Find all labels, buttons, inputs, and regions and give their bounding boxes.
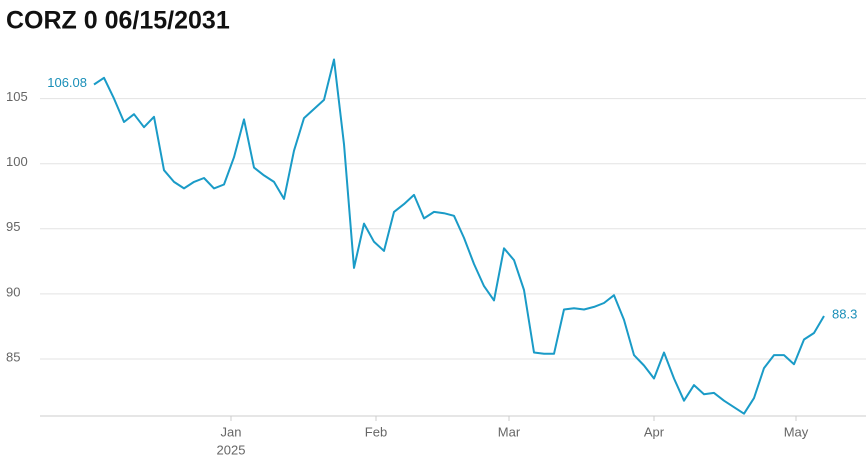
x-tick-label: Mar (498, 424, 521, 439)
y-tick-label: 90 (6, 284, 20, 299)
x-tick-label: Apr (644, 424, 665, 439)
y-tick-label: 85 (6, 349, 20, 364)
x-tick-label: Jan (221, 424, 242, 439)
y-tick-label: 100 (6, 154, 28, 169)
y-tick-label: 95 (6, 219, 20, 234)
start-value-label: 106.08 (47, 75, 87, 90)
x-tick-year: 2025 (217, 442, 246, 457)
end-value-label: 88.3 (832, 306, 857, 321)
y-tick-label: 105 (6, 89, 28, 104)
chart-title: CORZ 0 06/15/2031 (6, 7, 230, 35)
x-tick-label: May (784, 424, 809, 439)
x-tick-label: Feb (365, 424, 387, 439)
price-line (93, 58, 825, 415)
